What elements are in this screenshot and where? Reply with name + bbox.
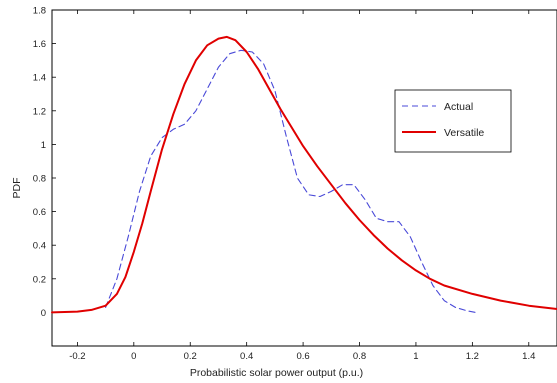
y-tick-label: 0.8 <box>33 174 46 185</box>
x-tick-label: 0.4 <box>240 351 253 362</box>
plot-area <box>51 9 557 347</box>
y-tick-label: 1.6 <box>33 39 46 50</box>
y-tick-label: 1.4 <box>33 73 46 84</box>
y-tick-label: 0 <box>41 308 46 319</box>
y-axis: 0 0.2 0.4 0.6 0.8 1 1.2 1.4 1.6 1.8 <box>33 6 56 319</box>
series-line-versatile <box>51 35 557 314</box>
plot-frame <box>51 9 557 347</box>
x-axis-title: Probabilistic solar power output (p.u.) <box>190 367 363 379</box>
x-tick-label: 1 <box>413 351 418 362</box>
x-tick-label: 1.4 <box>522 351 535 362</box>
series-lines <box>51 35 557 314</box>
x-tick-label: 0.6 <box>296 351 309 362</box>
legend-label-actual: Actual <box>444 101 473 113</box>
legend-box <box>394 89 512 153</box>
x-tick-label: 1.2 <box>466 351 479 362</box>
series-line-actual <box>105 49 476 313</box>
x-tick-label: 0.2 <box>184 351 197 362</box>
x-tick-label: 0 <box>131 351 136 362</box>
y-tick-label: 1.2 <box>33 106 46 117</box>
y-tick-label: 1 <box>41 140 46 151</box>
x-tick-label: 0.8 <box>353 351 366 362</box>
y-tick-label: 1.8 <box>33 6 46 17</box>
legend-label-versatile: Versatile <box>444 127 484 139</box>
x-tick-label: -0.2 <box>69 351 85 362</box>
y-tick-label: 0.6 <box>33 207 46 218</box>
y-tick-label: 0.4 <box>33 241 46 252</box>
y-tick-label: 0.2 <box>33 274 46 285</box>
y-axis-title: PDF <box>11 178 23 199</box>
x-axis: -0.2 0 0.2 0.4 0.6 0.8 1 1.2 1.4 <box>69 10 535 362</box>
legend: Actual Versatile <box>394 89 512 153</box>
